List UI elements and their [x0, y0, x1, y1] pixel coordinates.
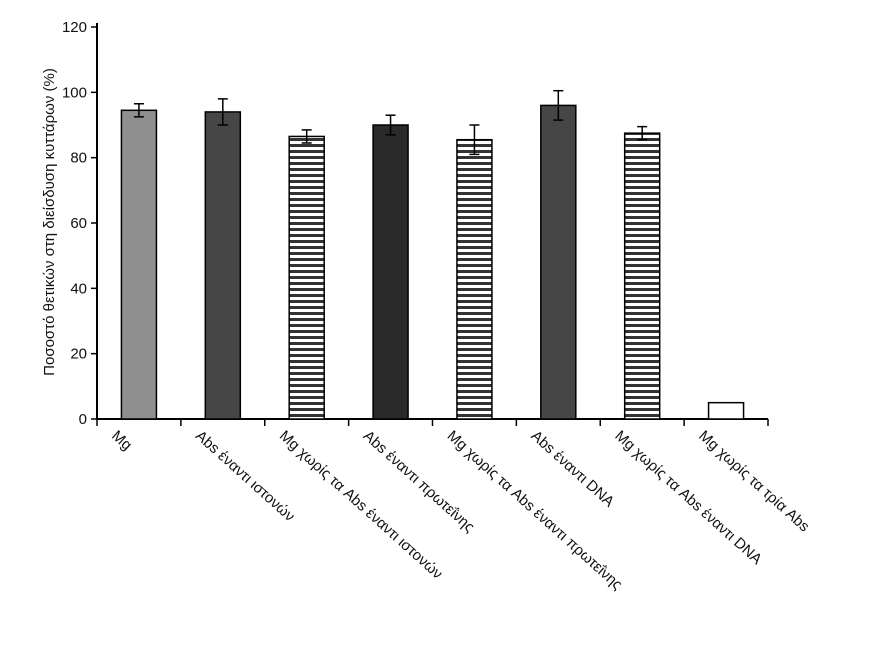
- x-tick-label: Mg χωρίς τα Abs έναντι DNA: [612, 427, 766, 568]
- y-tick-label: 60: [70, 215, 87, 232]
- bar: [540, 104, 577, 420]
- bar: [623, 132, 661, 420]
- bar: [707, 401, 745, 420]
- bar: [456, 138, 493, 420]
- bars: [120, 89, 745, 420]
- y-axis-label: Ποσοστό θετικών στη διείσδυση κυττάρων (…: [41, 68, 58, 376]
- y-ticks: 0 20 40 60 80 100 120: [62, 19, 97, 428]
- x-tick-label: Mg: [108, 427, 135, 454]
- bar: [120, 109, 158, 420]
- x-tick-label: Abs έναντι DNA: [528, 427, 618, 510]
- x-tick-label: Mg χωρίς τα Abs έναντι ιστονών: [276, 427, 446, 582]
- bar: [204, 111, 242, 420]
- x-tick-label: Mg χωρίς τα Abs έναντι πρωτεΐνης: [444, 427, 626, 593]
- bar: [288, 135, 325, 420]
- y-tick-label: 0: [79, 411, 87, 428]
- y-tick-label: 20: [70, 346, 87, 363]
- y-tick-label: 40: [70, 280, 87, 297]
- y-tick-label: 100: [62, 84, 87, 101]
- axes: [96, 23, 768, 420]
- y-tick-label: 80: [70, 150, 87, 167]
- bar: [372, 124, 409, 420]
- y-tick-label: 120: [62, 19, 87, 36]
